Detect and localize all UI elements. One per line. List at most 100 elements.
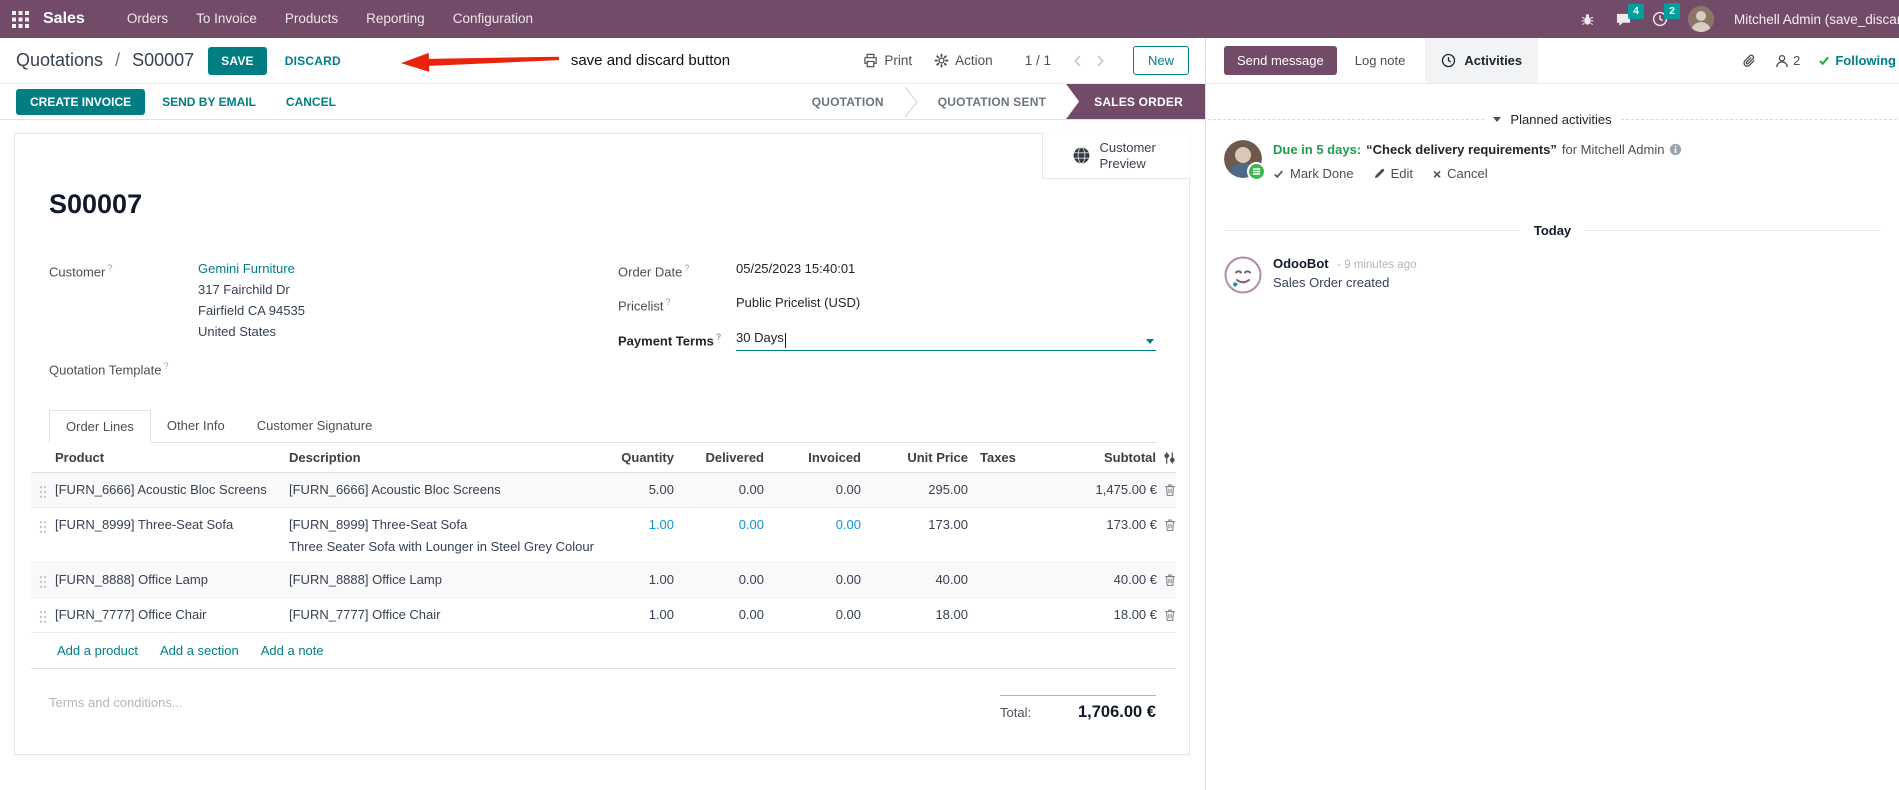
cancel-activity-button[interactable]: × Cancel [1432, 165, 1488, 182]
cell-invoiced[interactable]: 0.00 [835, 517, 861, 533]
cell-invoiced[interactable]: 0.00 [835, 482, 861, 498]
apps-grid-icon[interactable] [12, 10, 29, 28]
state-quotation[interactable]: QUOTATION [811, 94, 884, 109]
cell-delivered[interactable]: 0.00 [738, 572, 764, 588]
pager-next-icon[interactable] [1096, 54, 1105, 68]
planned-activities-header[interactable]: Planned activities [1206, 112, 1899, 127]
info-icon[interactable] [1669, 143, 1682, 156]
cell-unit-price[interactable]: 173.00 [928, 517, 968, 533]
cell-quantity[interactable]: 1.00 [648, 607, 674, 623]
edit-activity-button[interactable]: Edit [1374, 166, 1413, 181]
add-section-link[interactable]: Add a section [159, 643, 239, 659]
pricelist-field[interactable]: Public Pricelist (USD) [736, 295, 861, 311]
header-subtotal[interactable]: Subtotal [1104, 450, 1156, 466]
header-description[interactable]: Description [289, 450, 361, 466]
drag-handle[interactable] [31, 607, 55, 624]
activities-clock-icon[interactable]: 2 [1652, 3, 1680, 27]
terms-placeholder[interactable]: Terms and conditions... [49, 695, 183, 711]
cell-delivered[interactable]: 0.00 [738, 607, 764, 623]
cell-quantity[interactable]: 1.00 [648, 572, 674, 588]
add-product-link[interactable]: Add a product [57, 643, 138, 659]
cell-description[interactable]: [FURN_8888] Office Lamp [289, 572, 442, 588]
pricelist-label: Pricelist? [618, 297, 671, 314]
debug-bug-icon[interactable] [1580, 12, 1595, 27]
activity-avatar[interactable] [1224, 140, 1266, 181]
header-invoiced[interactable]: Invoiced [808, 450, 861, 466]
save-button[interactable]: SAVE [208, 46, 267, 75]
cell-quantity[interactable]: 1.00 [648, 517, 674, 533]
cell-product[interactable]: [FURN_8999] Three-Seat Sofa [55, 517, 234, 533]
user-name[interactable]: Mitchell Admin (save_discar [1734, 11, 1899, 27]
nav-menu-reporting[interactable]: Reporting [366, 11, 425, 26]
new-button[interactable]: New [1132, 46, 1189, 75]
following-button[interactable]: Following [1818, 53, 1896, 68]
cell-product[interactable]: [FURN_8888] Office Lamp [55, 572, 208, 588]
nav-menu-configuration[interactable]: Configuration [452, 11, 534, 26]
activities-button[interactable]: Activities [1425, 38, 1539, 83]
tab-customer-signature[interactable]: Customer Signature [256, 418, 373, 434]
messages-icon[interactable]: 4 [1615, 3, 1644, 27]
nav-menu-products[interactable]: Products [284, 11, 339, 26]
pager-prev-icon[interactable] [1073, 54, 1082, 68]
header-product[interactable]: Product [55, 450, 105, 466]
order-line-row[interactable]: [FURN_8888] Office Lamp [FURN_8888] Offi… [31, 563, 1176, 599]
cell-delivered[interactable]: 0.00 [738, 517, 764, 533]
order-line-row[interactable]: [FURN_6666] Acoustic Bloc Screens [FURN_… [31, 473, 1176, 509]
drag-handle-icon [39, 521, 47, 534]
action-button[interactable]: Action [934, 53, 993, 68]
nav-menu-to-invoice[interactable]: To Invoice [196, 11, 257, 26]
drag-handle[interactable] [31, 482, 55, 499]
dropdown-caret-icon[interactable] [1146, 338, 1154, 344]
app-name[interactable]: Sales [43, 10, 85, 27]
cell-description[interactable]: [FURN_6666] Acoustic Bloc Screens [289, 482, 501, 498]
create-invoice-button[interactable]: CREATE INVOICE [16, 88, 146, 115]
state-sales-order[interactable]: SALES ORDER [1066, 84, 1205, 119]
header-quantity[interactable]: Quantity [621, 450, 674, 466]
tab-other-info[interactable]: Other Info [166, 418, 225, 434]
cell-unit-price[interactable]: 40.00 [935, 572, 968, 588]
cell-product[interactable]: [FURN_6666] Acoustic Bloc Screens [55, 482, 267, 498]
customer-link[interactable]: Gemini Furniture [198, 261, 295, 276]
mark-done-button[interactable]: Mark Done [1273, 166, 1354, 181]
add-note-link[interactable]: Add a note [260, 643, 324, 659]
send-by-email-button[interactable]: SEND BY EMAIL [149, 89, 269, 115]
followers-button[interactable]: 2 [1775, 53, 1800, 68]
nav-menu-orders[interactable]: Orders [126, 11, 169, 26]
order-date-field[interactable]: 05/25/2023 15:40:01 [736, 261, 856, 276]
tab-order-lines[interactable]: Order Lines [49, 410, 151, 444]
header-delivered[interactable]: Delivered [705, 450, 764, 466]
print-button[interactable]: Print [863, 53, 912, 68]
cell-description[interactable]: [FURN_7777] Office Chair [289, 607, 441, 623]
cell-product[interactable]: [FURN_7777] Office Chair [55, 607, 207, 623]
delete-row-icon[interactable] [1164, 518, 1176, 532]
cell-description[interactable]: [FURN_8999] Three-Seat Sofa Three Seater … [289, 517, 594, 555]
cell-quantity[interactable]: 5.00 [648, 482, 674, 498]
delete-row-icon[interactable] [1164, 608, 1176, 622]
drag-handle[interactable] [31, 517, 55, 534]
cell-delivered[interactable]: 0.00 [738, 482, 764, 498]
discard-button[interactable]: DISCARD [284, 53, 341, 68]
cancel-button[interactable]: CANCEL [273, 89, 349, 115]
breadcrumb-parent[interactable]: Quotations [16, 50, 104, 70]
user-avatar[interactable] [1688, 6, 1714, 32]
log-note-button[interactable]: Log note [1354, 53, 1406, 68]
drag-handle[interactable] [31, 572, 55, 589]
form-sheet: Customer Preview S00007 Customer? Gemini… [14, 133, 1190, 755]
order-line-row[interactable]: [FURN_7777] Office Chair [FURN_7777] Off… [31, 598, 1176, 634]
header-unit-price[interactable]: Unit Price [907, 450, 968, 466]
send-message-button[interactable]: Send message [1224, 46, 1337, 75]
attachment-paperclip-icon[interactable] [1742, 53, 1757, 69]
message-author[interactable]: OdooBot [1273, 256, 1329, 271]
cell-unit-price[interactable]: 18.00 [935, 607, 968, 623]
payment-terms-field[interactable]: 30 Days [736, 327, 1156, 351]
cell-invoiced[interactable]: 0.00 [835, 607, 861, 623]
cell-unit-price[interactable]: 295.00 [928, 482, 968, 498]
optional-columns-icon[interactable] [1163, 451, 1176, 465]
cell-invoiced[interactable]: 0.00 [835, 572, 861, 588]
delete-row-icon[interactable] [1164, 483, 1176, 497]
delete-row-icon[interactable] [1164, 573, 1176, 587]
order-line-row[interactable]: [FURN_8999] Three-Seat Sofa [FURN_8999] … [31, 508, 1176, 564]
state-quotation-sent[interactable]: QUOTATION SENT [937, 94, 1047, 109]
customer-preview-button[interactable]: Customer Preview [1042, 133, 1190, 179]
header-taxes[interactable]: Taxes [980, 450, 1016, 466]
